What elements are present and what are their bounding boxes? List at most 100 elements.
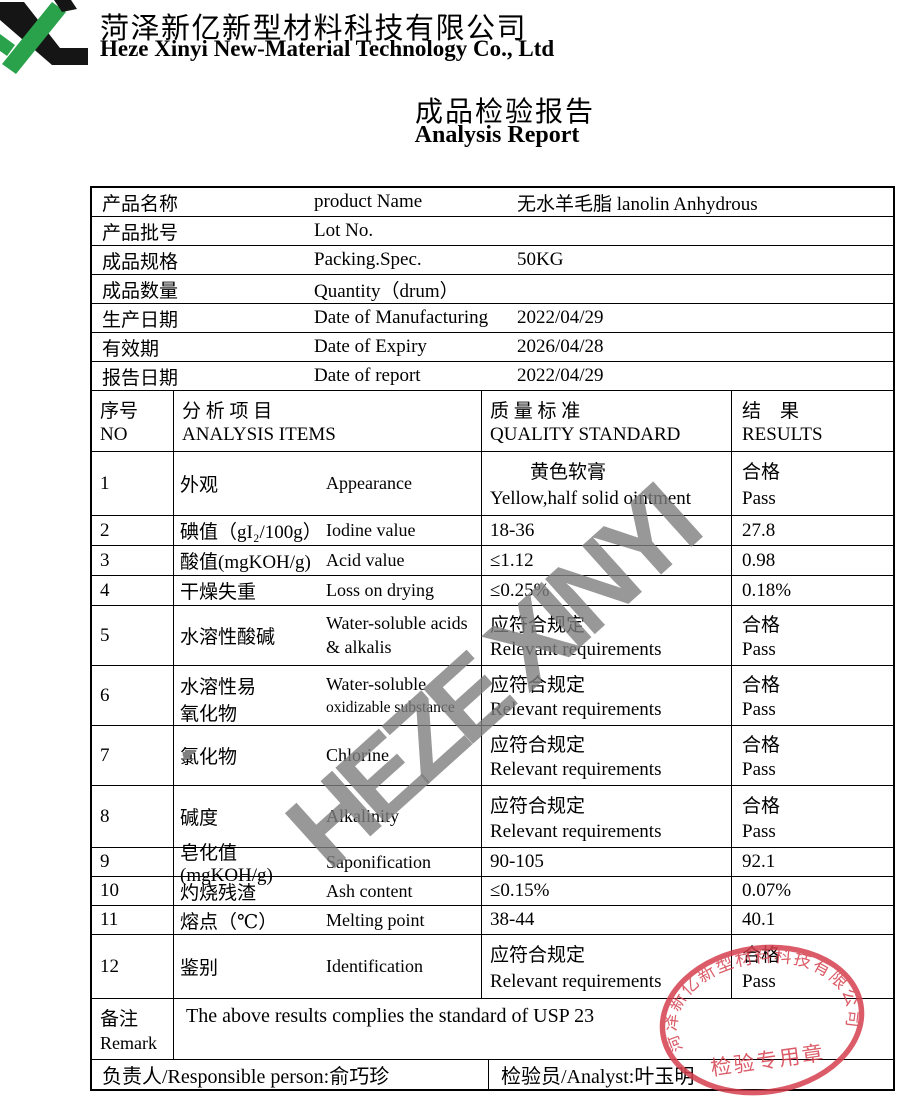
cell-result: 0.18%: [742, 579, 792, 601]
cell-item: 水溶性酸碱 Water-soluble acids & alkalis: [174, 606, 482, 665]
logo-black-cap: [54, 0, 77, 12]
info-row-manufacture-date: 生产日期 Date of Manufacturing 2022/04/29: [92, 304, 893, 333]
analysis-row-saponification: 9 皂化值(mgKOH/g) Saponification 90-105 92.…: [92, 843, 893, 886]
remark-label: 备注 Remark: [92, 999, 174, 1059]
cell-result: 0.98: [742, 549, 776, 571]
info-value: 无水羊毛脂 lanolin Anhydrous: [517, 193, 758, 215]
info-label-cn: 报告日期: [102, 367, 179, 389]
analysis-row-alkalinity: 8 碱度 Alkalinity 应符合规定 Relevant requireme…: [92, 786, 893, 848]
cell-item: 干燥失重 Loss on drying: [174, 576, 482, 605]
company-name-en: Heze Xinyi New-Material Technology Co., …: [100, 36, 555, 61]
analysis-row-melting-point: 11 熔点（℃） Melting point 38-44 40.1: [92, 906, 893, 935]
info-row-packing-spec: 成品规格 Packing.Spec. 50KG: [92, 246, 893, 275]
info-row-expiry-date: 有效期 Date of Expiry 2026/04/28: [92, 333, 893, 362]
remark-text: The above results complies the standard …: [186, 1005, 595, 1027]
info-row-lot-no: 产品批号 Lot No.: [92, 217, 893, 246]
analyst: 检验员/Analyst:叶玉明: [501, 1066, 695, 1088]
analysis-header-row: 序号 NO 分 析 项 目 ANALYSIS ITEMS 质 量 标 准 QUA…: [92, 391, 893, 452]
info-row-quantity: 成品数量 Quantity（drum）: [92, 275, 893, 304]
cell-standard: 18-36: [482, 516, 732, 545]
cell-item: 皂化值(mgKOH/g) Saponification: [174, 843, 482, 886]
analysis-row-iodine: 2 碘值（gI₂/100g） Iodine value 18-36 27.8: [92, 516, 893, 546]
header-no: 序号 NO: [92, 391, 174, 451]
analysis-row-chlorine: 7 氯化物 Chlorine 应符合规定 Relevant requiremen…: [92, 726, 893, 786]
cell-result: 27.8: [742, 519, 776, 541]
cell-no: 9: [92, 848, 174, 876]
cell-result: 0.07%: [742, 880, 792, 901]
cell-standard: ≤1.12: [482, 546, 732, 575]
cell-standard: 应符合规定 Relevant requirements: [482, 726, 732, 785]
header-results: 结 果 RESULTS: [742, 400, 823, 446]
cell-no: 2: [92, 516, 174, 545]
info-label-en: Date of Expiry: [314, 336, 427, 357]
header-items: 分 析 项 目 ANALYSIS ITEMS: [174, 391, 482, 451]
cell-no: 4: [92, 576, 174, 605]
info-row-report-date: 报告日期 Date of report 2022/04/29: [92, 362, 893, 391]
cell-item: 灼烧残渣 Ash content: [174, 877, 482, 905]
info-value: 50KG: [517, 249, 564, 270]
cell-standard: 38-44: [482, 906, 732, 934]
stamp-ring-text: 菏泽新亿新型材料科技有限公司: [650, 938, 867, 1058]
cell-standard: ≤0.25%: [482, 576, 732, 605]
cell-no: 1: [92, 452, 174, 515]
info-value: 2022/04/29: [517, 365, 604, 386]
report-title-en: Analysis Report: [414, 122, 580, 148]
info-label-cn: 成品规格: [102, 251, 179, 273]
cell-no: 6: [92, 666, 174, 725]
cell-no: 7: [92, 726, 174, 785]
info-label-en: Date of report: [314, 365, 421, 386]
analysis-row-identification: 12 鉴别 Identification 应符合规定 Relevant requ…: [92, 935, 893, 999]
cell-item: 鉴别 Identification: [174, 935, 482, 998]
info-label-en: Packing.Spec.: [314, 249, 422, 270]
info-label-cn: 生产日期: [102, 309, 179, 331]
header-standard: 质 量 标 准 QUALITY STANDARD: [482, 391, 732, 451]
cell-no: 8: [92, 786, 174, 847]
cell-standard: 应符合规定 Relevant requirements: [482, 786, 732, 847]
cell-no: 10: [92, 877, 174, 905]
info-label-cn: 产品批号: [102, 222, 179, 244]
cell-standard: 应符合规定 Relevant requirements: [482, 606, 732, 665]
cell-result: 合格 Pass: [742, 462, 781, 509]
info-label-en: Date of Manufacturing: [314, 307, 489, 328]
cell-result: 40.1: [742, 909, 776, 930]
info-label-en: Quantity（drum）: [314, 280, 459, 302]
stamp-bottom-text: 检验专用章: [709, 1041, 826, 1081]
cell-no: 5: [92, 606, 174, 665]
cell-item: 氯化物 Chlorine: [174, 726, 482, 785]
cell-result: 92.1: [742, 851, 776, 872]
cell-standard: 90-105: [482, 848, 732, 876]
cell-no: 11: [92, 906, 174, 934]
analysis-row-ash: 10 灼烧残渣 Ash content ≤0.15% 0.07%: [92, 877, 893, 906]
stamp-ring: [659, 944, 865, 1096]
info-row-product-name: 产品名称 product Name 无水羊毛脂 lanolin Anhydrou…: [92, 188, 893, 217]
cell-item: 酸值(mgKOH/g) Acid value: [174, 546, 482, 575]
cell-result: 合格 Pass: [742, 735, 781, 780]
cell-standard: 应符合规定 Relevant requirements: [482, 935, 732, 998]
info-label-en: Lot No.: [314, 220, 374, 241]
cell-standard: 应符合规定 Relevant requirements: [482, 666, 732, 725]
info-label-cn: 有效期: [102, 338, 160, 360]
cell-item: 水溶性易 氧化物 Water-soluble oxidizable substanc…: [174, 666, 482, 725]
responsible-person: 负责人/Responsible person:俞巧珍: [92, 1060, 489, 1089]
analysis-row-loss-on-drying: 4 干燥失重 Loss on drying ≤0.25% 0.18%: [92, 576, 893, 606]
info-label-cn: 成品数量: [102, 280, 179, 302]
info-label-cn: 产品名称: [102, 193, 179, 215]
cell-result: 合格 Pass: [742, 675, 781, 720]
analysis-row-acid: 3 酸值(mgKOH/g) Acid value ≤1.12 0.98: [92, 546, 893, 576]
signature-row: 负责人/Responsible person:俞巧珍 检验员/Analyst:叶…: [92, 1060, 893, 1089]
cell-no: 12: [92, 935, 174, 998]
cell-standard: ≤0.15%: [482, 877, 732, 905]
cell-result: 合格 Pass: [742, 615, 781, 660]
analysis-row-water-soluble-acids: 5 水溶性酸碱 Water-soluble acids & alkalis 应符合…: [92, 606, 893, 666]
cell-item: 碱度 Alkalinity: [174, 786, 482, 847]
cell-item: 外观 Appearance: [174, 452, 482, 515]
logo-green-chevron: [0, 34, 15, 56]
info-value: 2022/04/29: [517, 307, 604, 328]
company-logo: [0, 0, 88, 74]
cell-result: 合格 Pass: [742, 795, 781, 842]
info-value: 2026/04/28: [517, 336, 604, 357]
analysis-row-appearance: 1 外观 Appearance 黄色软膏 Yellow,half solid o…: [92, 452, 893, 516]
report-title-cn: 成品检验报告: [414, 97, 596, 128]
logo-green-stroke: [2, 2, 66, 74]
remark-row: 备注 Remark The above results complies the…: [92, 999, 893, 1060]
